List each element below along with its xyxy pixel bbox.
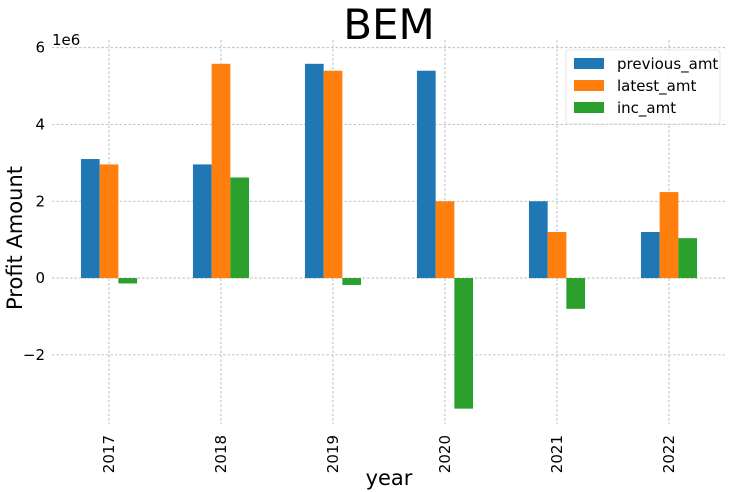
x-tick-label: 2017	[100, 435, 118, 473]
x-tick-label: 2022	[660, 435, 678, 473]
bar-inc-amt-2019	[342, 278, 362, 285]
bar-latest-amt-2021	[547, 232, 567, 279]
bar-latest-amt-2018	[211, 63, 231, 279]
bar-latest-amt-2017	[99, 164, 119, 279]
y-tick-label: −2	[23, 346, 45, 364]
bar-previous-amt-2017	[80, 159, 100, 279]
y-offset-label: 1e6	[52, 31, 80, 49]
legend-label-inc-amt: inc_amt	[617, 99, 676, 118]
x-tick-label: 2018	[212, 435, 230, 473]
bar-inc-amt-2020	[454, 278, 474, 409]
bar-inc-amt-2017	[118, 278, 138, 284]
y-axis-label: Profit Amount	[3, 166, 27, 310]
y-tick-label: 6	[35, 39, 45, 57]
y-tick-label: 0	[35, 269, 45, 287]
y-tick-labels: −2 0 2 4 6	[23, 39, 45, 364]
y-tick-label: 4	[35, 115, 45, 133]
legend-swatch-latest-amt	[574, 80, 604, 91]
bar-inc-amt-2021	[566, 278, 586, 309]
chart-title: BEM	[343, 0, 435, 49]
bars-group	[80, 63, 698, 409]
legend-label-latest-amt: latest_amt	[617, 77, 696, 96]
x-tick-labels: 2017 2018 2019 2020 2021 2022	[100, 435, 678, 473]
x-tick-label: 2019	[324, 435, 342, 473]
bar-latest-amt-2020	[435, 201, 455, 279]
bar-previous-amt-2020	[416, 70, 436, 279]
bar-previous-amt-2022	[640, 232, 660, 279]
bar-previous-amt-2019	[304, 63, 324, 279]
bar-previous-amt-2021	[528, 201, 548, 279]
bar-inc-amt-2022	[678, 238, 698, 279]
bar-latest-amt-2022	[659, 192, 679, 279]
legend-swatch-inc-amt	[574, 102, 604, 113]
bar-inc-amt-2018	[230, 177, 250, 279]
legend-label-previous-amt: previous_amt	[617, 55, 718, 74]
x-tick-label: 2021	[548, 435, 566, 473]
x-axis-label: year	[366, 466, 413, 490]
x-tick-label: 2020	[436, 435, 454, 473]
y-tick-label: 2	[35, 192, 45, 210]
legend-swatch-previous-amt	[574, 58, 604, 69]
bar-previous-amt-2018	[192, 164, 212, 279]
legend-box	[565, 49, 721, 125]
bar-latest-amt-2019	[323, 70, 343, 279]
legend: previous_amt latest_amt inc_amt	[565, 49, 721, 125]
